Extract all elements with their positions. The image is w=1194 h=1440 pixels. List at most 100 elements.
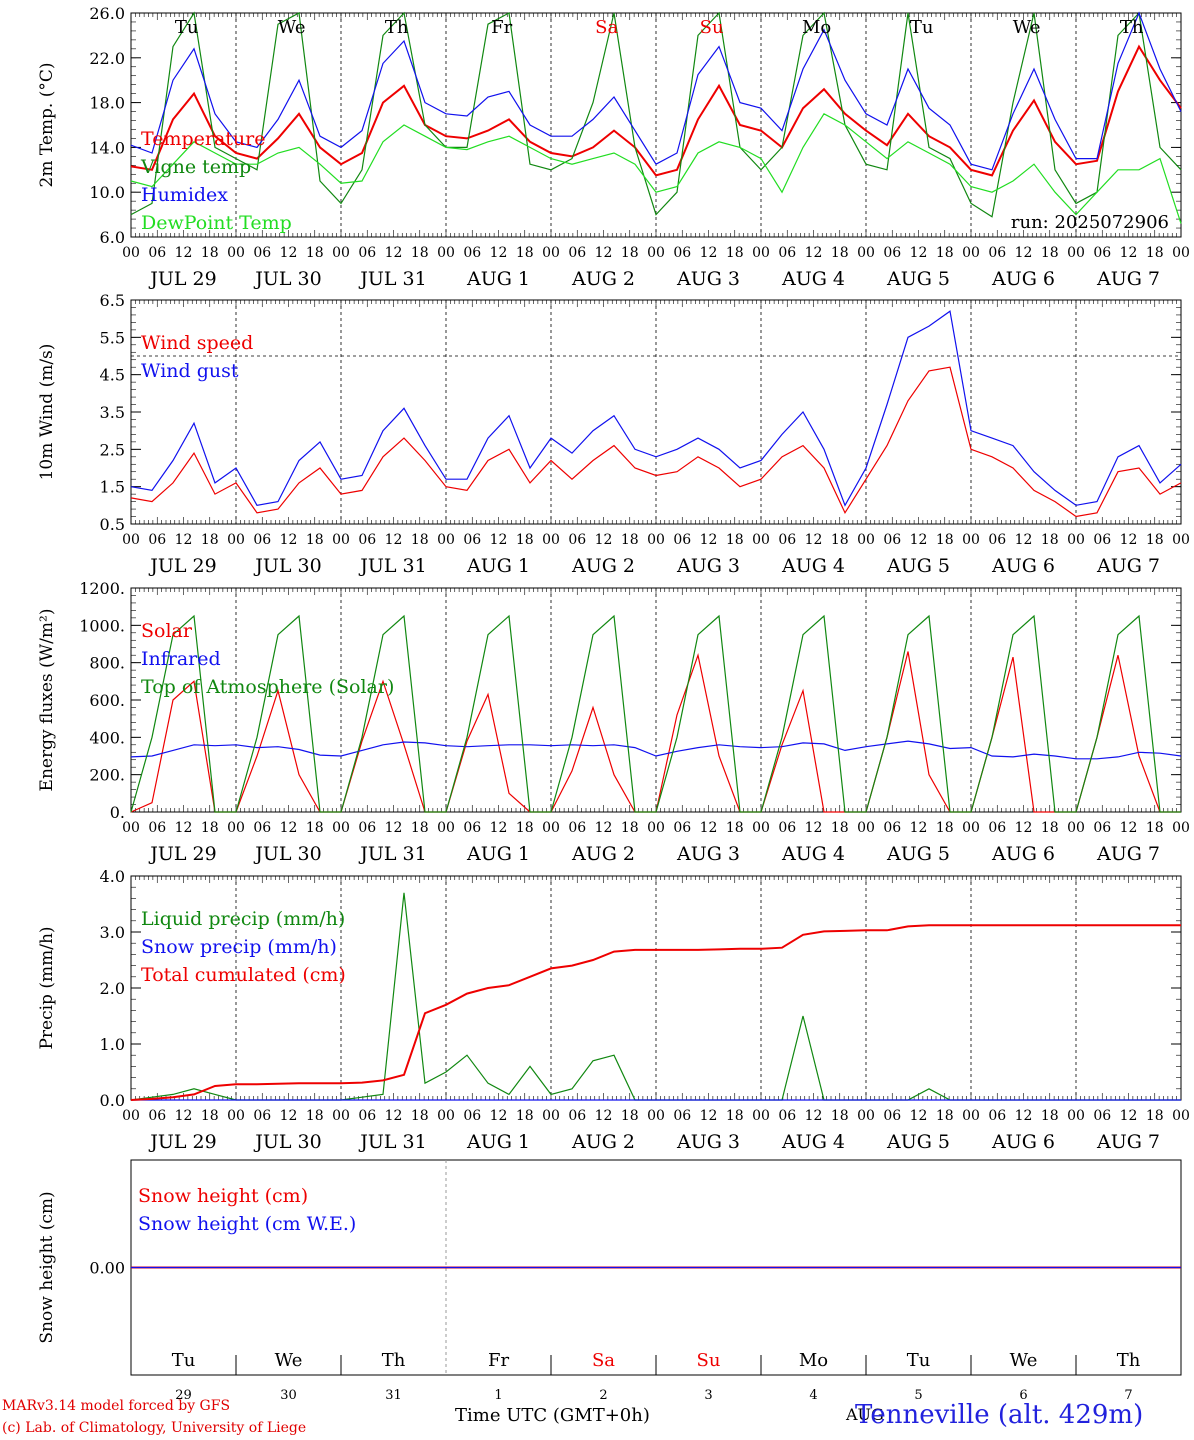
x-date-label: AUG 6 xyxy=(991,1131,1055,1153)
panel-5: 0.00 Snow height (cm) Snow height (cm) Snow… xyxy=(37,1159,1182,1403)
x-date-label: JUL 30 xyxy=(253,268,321,290)
x-hour-label: 18 xyxy=(1041,1108,1059,1124)
x-hour-label: 00 xyxy=(857,1108,875,1124)
x-hour-label: 12 xyxy=(700,1108,718,1124)
day-name: Tu xyxy=(907,1350,931,1371)
series-line-humidex xyxy=(130,11,1182,171)
x-date-label: JUL 29 xyxy=(148,555,216,577)
x-hour-label: 06 xyxy=(673,532,691,548)
x-date-label: JUL 31 xyxy=(358,1131,426,1153)
x-hour-label: 12 xyxy=(175,820,193,836)
x-date-label: JUL 29 xyxy=(148,268,216,290)
x-hour-label: 18 xyxy=(621,532,639,548)
day-number: 4 xyxy=(809,1388,817,1403)
y-axis-title: Snow height (cm) xyxy=(37,1191,57,1343)
x-hour-label: 06 xyxy=(778,532,796,548)
x-hour-label: 06 xyxy=(463,532,481,548)
x-hour-label: 18 xyxy=(1146,820,1164,836)
legend-entry: Liquid precip (mm/h) xyxy=(141,908,345,930)
x-date-label: AUG 7 xyxy=(1096,268,1160,290)
x-hour-label: 18 xyxy=(831,245,849,261)
x-hour-label: 06 xyxy=(883,532,901,548)
x-hour-label: 12 xyxy=(910,1108,928,1124)
x-date-label: AUG 3 xyxy=(676,843,740,865)
series-line-infrared xyxy=(130,740,1182,760)
y-tick-label: 400. xyxy=(89,728,125,747)
x-hour-label: 00 xyxy=(542,1108,560,1124)
day-name: We xyxy=(275,1350,303,1371)
x-date-label: AUG 5 xyxy=(886,1131,950,1153)
legend-entry: Wind speed xyxy=(141,332,253,354)
y-tick-label: 6.0 xyxy=(100,228,125,247)
day-name: We xyxy=(1010,1350,1038,1371)
x-hour-label: 06 xyxy=(253,1108,271,1124)
x-hour-label: 12 xyxy=(385,245,403,261)
x-hour-label: 06 xyxy=(568,820,586,836)
x-hour-label: 00 xyxy=(437,1108,455,1124)
x-hour-label: 12 xyxy=(910,532,928,548)
x-axis-month: AUG xyxy=(846,1405,884,1424)
x-hour-label: 06 xyxy=(988,245,1006,261)
day-name: Su xyxy=(700,17,724,38)
x-hour-label: 00 xyxy=(752,245,770,261)
series-line-vigne-temp xyxy=(130,11,1182,218)
y-tick-label: 800. xyxy=(89,654,125,673)
day-number: 3 xyxy=(704,1388,712,1403)
series-line-wind-speed xyxy=(130,366,1182,518)
x-date-label: AUG 3 xyxy=(676,268,740,290)
x-hour-label: 00 xyxy=(122,532,140,548)
day-name: Th xyxy=(1117,1350,1141,1371)
day-name: Sa xyxy=(592,1350,615,1371)
x-date-label: AUG 1 xyxy=(466,268,530,290)
x-hour-label: 12 xyxy=(1015,245,1033,261)
x-hour-label: 12 xyxy=(280,1108,298,1124)
day-name: Sa xyxy=(595,17,618,38)
station-name: Tenneville (alt. 429m) xyxy=(855,1400,1144,1430)
day-number: 29 xyxy=(175,1388,192,1403)
x-hour-label: 12 xyxy=(175,245,193,261)
x-hour-label: 18 xyxy=(306,532,324,548)
x-hour-label: 00 xyxy=(752,820,770,836)
x-hour-label: 18 xyxy=(726,532,744,548)
x-hour-label: 18 xyxy=(1041,532,1059,548)
x-hour-label: 06 xyxy=(673,245,691,261)
x-hour-label: 12 xyxy=(1015,820,1033,836)
x-hour-label: 00 xyxy=(332,532,350,548)
x-hour-label: 06 xyxy=(988,1108,1006,1124)
series-line-wind-gust xyxy=(130,310,1182,507)
x-hour-label: 06 xyxy=(148,532,166,548)
x-hour-label: 18 xyxy=(831,532,849,548)
x-hour-label: 00 xyxy=(227,1108,245,1124)
x-hour-label: 18 xyxy=(936,1108,954,1124)
x-hour-label: 06 xyxy=(673,820,691,836)
x-hour-label: 12 xyxy=(700,245,718,261)
x-hour-label: 06 xyxy=(253,532,271,548)
x-hour-label: 06 xyxy=(1093,1108,1111,1124)
y-tick-label: 26.0 xyxy=(89,4,125,23)
day-name: Tu xyxy=(172,1350,196,1371)
x-hour-label: 06 xyxy=(358,532,376,548)
legend-entry: Snow height (cm W.E.) xyxy=(138,1213,356,1235)
x-hour-label: 18 xyxy=(1041,245,1059,261)
x-hour-label: 12 xyxy=(595,532,613,548)
x-hour-label: 00 xyxy=(1172,1108,1190,1124)
legend-entry: Vigne temp xyxy=(140,156,251,178)
panel-1: 6.0 10.0 14.0 18.0 22.0 26.0 2m Temp. (°C) Temp… xyxy=(37,4,1190,290)
x-date-label: AUG 2 xyxy=(571,843,635,865)
x-hour-label: 00 xyxy=(1067,820,1085,836)
x-date-label: AUG 3 xyxy=(676,555,740,577)
x-hour-label: 00 xyxy=(122,245,140,261)
x-hour-label: 12 xyxy=(1015,1108,1033,1124)
x-date-label: JUL 31 xyxy=(358,843,426,865)
x-date-label: AUG 5 xyxy=(886,555,950,577)
x-hour-label: 00 xyxy=(437,820,455,836)
y-tick-label: 2.5 xyxy=(100,440,125,459)
day-number: 6 xyxy=(1019,1388,1027,1403)
x-hour-label: 18 xyxy=(201,1108,219,1124)
day-name: Mo xyxy=(802,17,831,38)
x-hour-label: 18 xyxy=(201,532,219,548)
x-hour-label: 12 xyxy=(385,820,403,836)
legend-entry: Solar xyxy=(141,620,193,642)
y-tick-label: 200. xyxy=(89,766,125,785)
x-date-label: AUG 7 xyxy=(1096,1131,1160,1153)
